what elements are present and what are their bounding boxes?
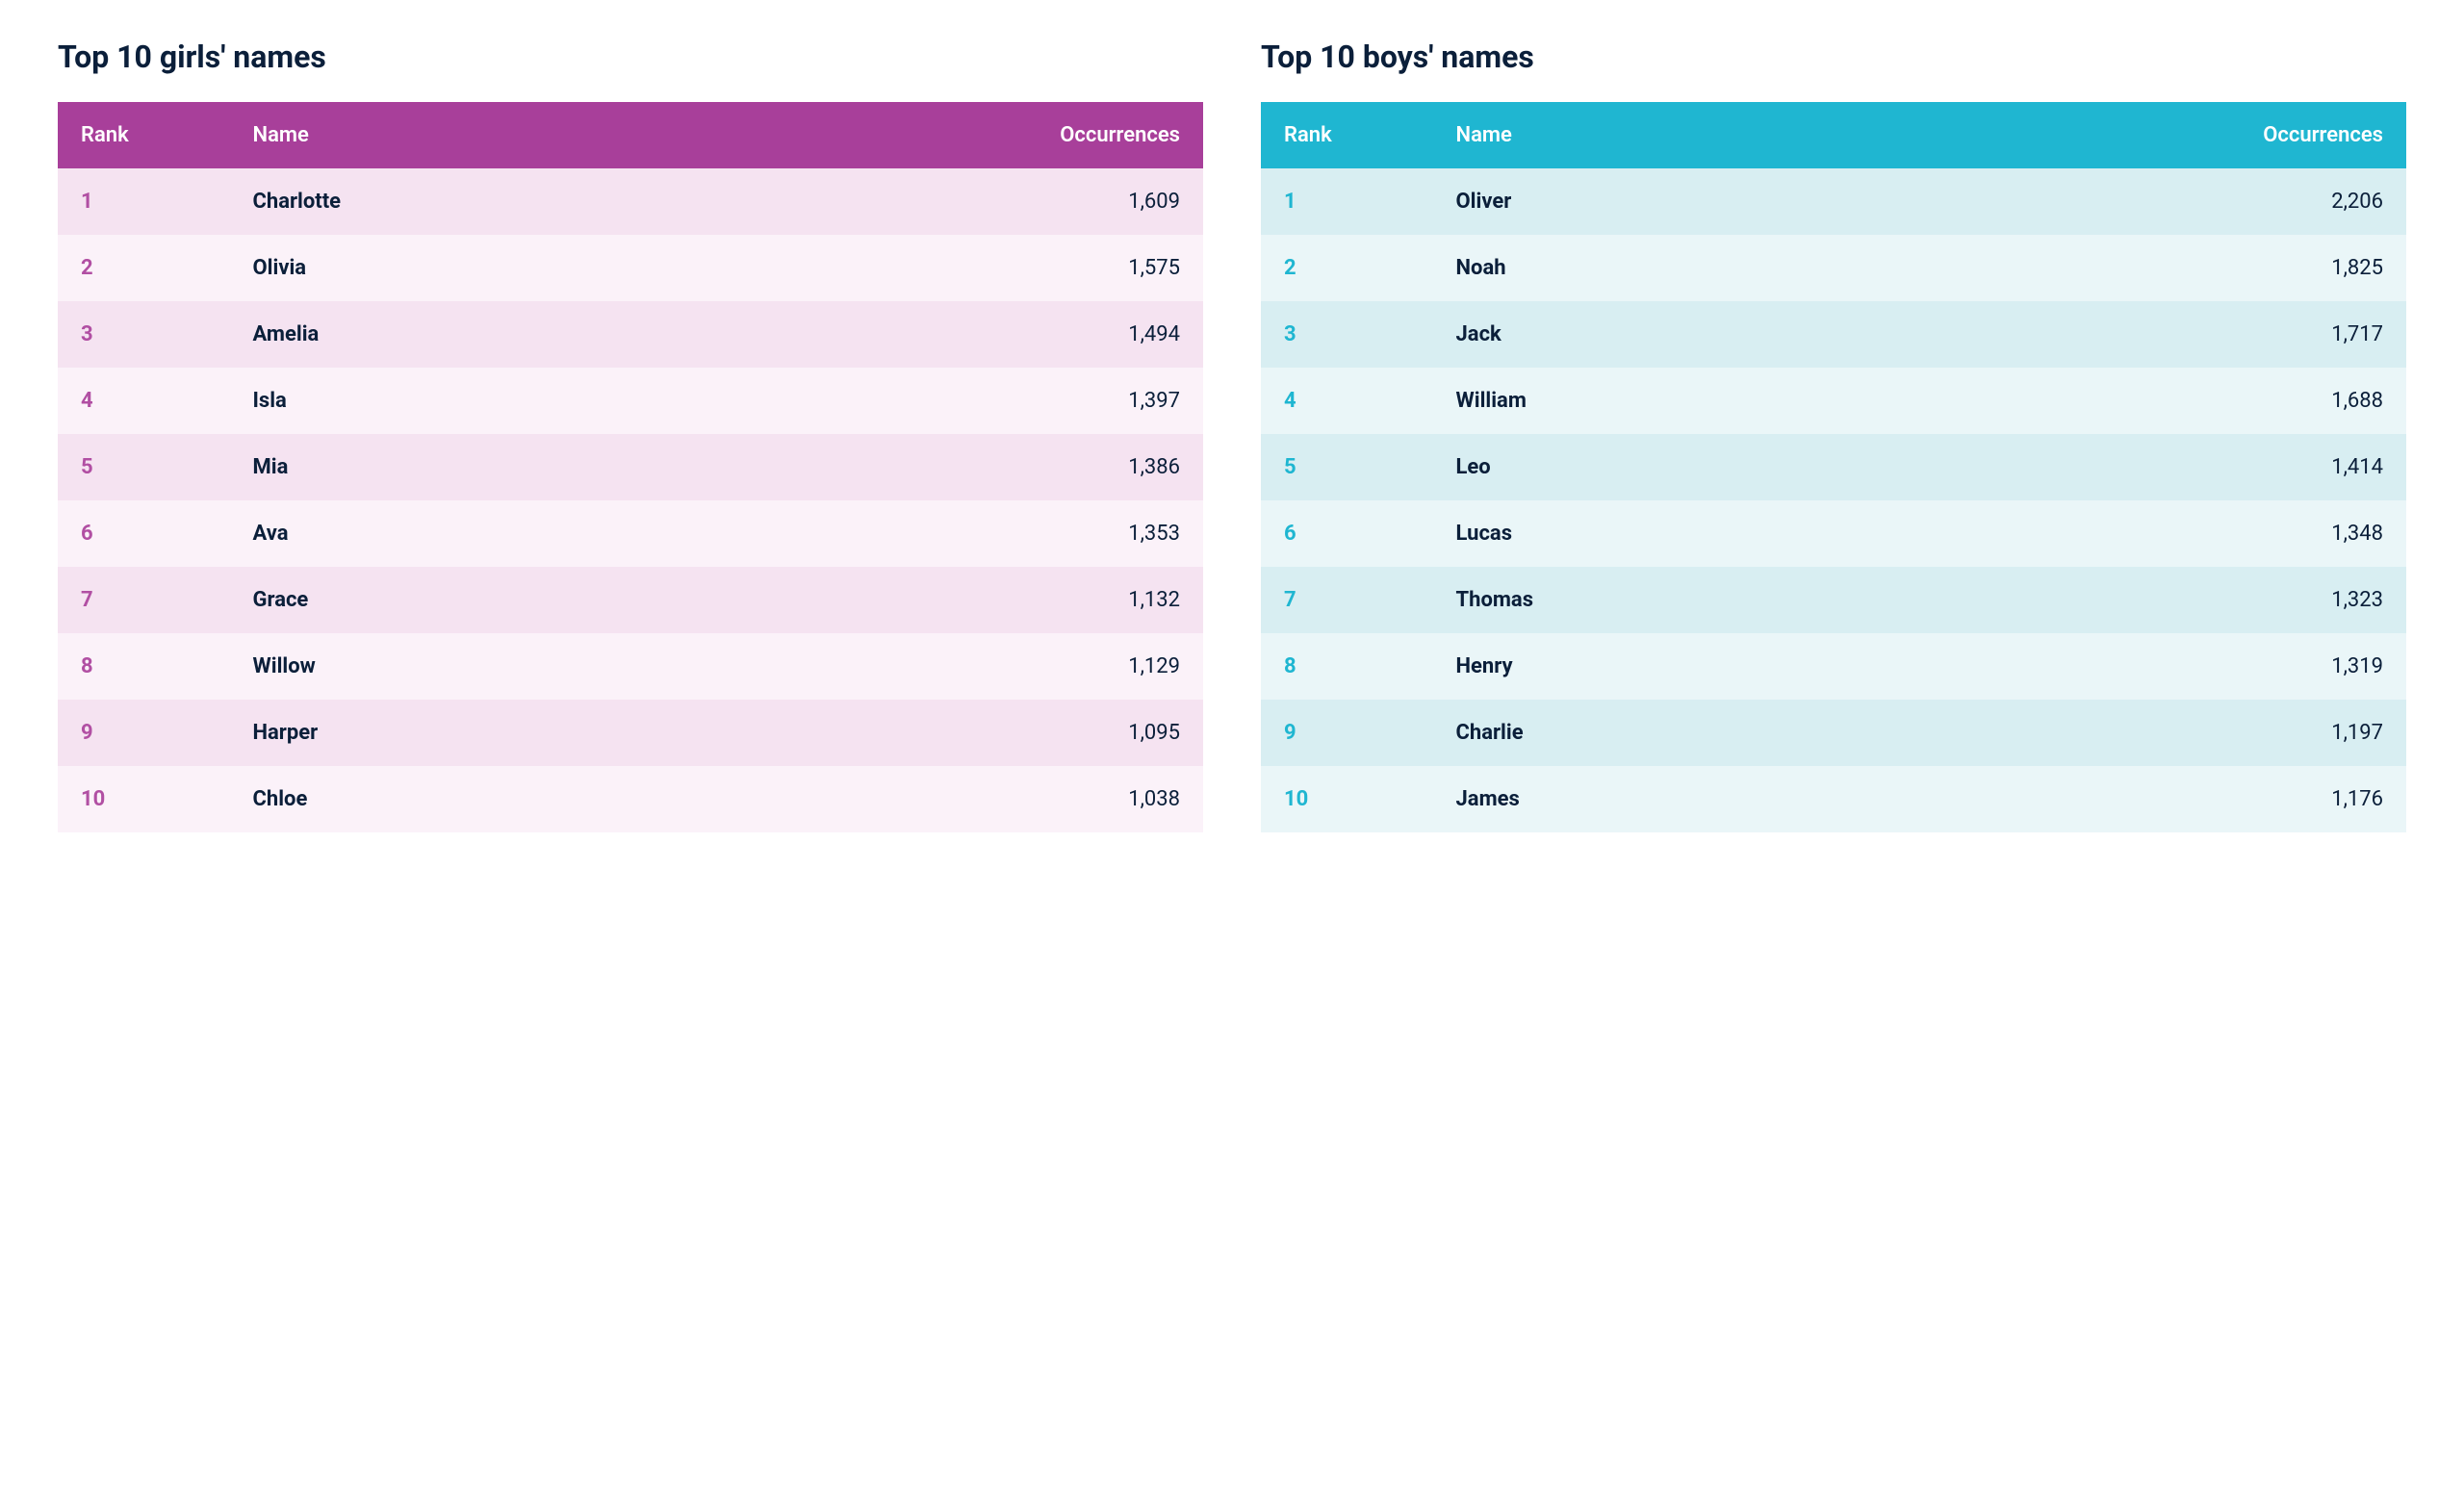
cell-occurrences: 1,414 [2063,434,2406,500]
cell-occurrences: 1,688 [2063,368,2406,434]
cell-occurrences: 1,353 [860,500,1203,567]
boys-col-name: Name [1433,102,2064,168]
cell-name: Olivia [230,235,860,301]
cell-occurrences: 1,319 [2063,633,2406,700]
table-row: 5Mia1,386 [58,434,1203,500]
cell-rank: 5 [58,434,230,500]
table-row: 10Chloe1,038 [58,766,1203,832]
cell-name: Grace [230,567,860,633]
table-row: 3Amelia1,494 [58,301,1203,368]
cell-rank: 6 [58,500,230,567]
cell-occurrences: 1,038 [860,766,1203,832]
girls-col-rank: Rank [58,102,230,168]
cell-name: Mia [230,434,860,500]
cell-rank: 1 [58,168,230,235]
cell-rank: 9 [1261,700,1433,766]
cell-name: Lucas [1433,500,2064,567]
cell-occurrences: 1,397 [860,368,1203,434]
boys-table-header: Rank Name Occurrences [1261,102,2406,168]
cell-name: Jack [1433,301,2064,368]
table-row: 7Grace1,132 [58,567,1203,633]
tables-container: Top 10 girls' names Rank Name Occurrence… [58,38,2406,832]
cell-name: Charlotte [230,168,860,235]
cell-rank: 7 [1261,567,1433,633]
table-row: 2Olivia1,575 [58,235,1203,301]
cell-occurrences: 1,575 [860,235,1203,301]
boys-col-occ: Occurrences [2063,102,2406,168]
cell-occurrences: 1,717 [2063,301,2406,368]
cell-name: Chloe [230,766,860,832]
cell-rank: 2 [1261,235,1433,301]
girls-table: Rank Name Occurrences 1Charlotte1,6092Ol… [58,102,1203,832]
cell-occurrences: 1,386 [860,434,1203,500]
girls-panel: Top 10 girls' names Rank Name Occurrence… [58,38,1203,832]
cell-name: Charlie [1433,700,2064,766]
cell-occurrences: 1,494 [860,301,1203,368]
cell-rank: 3 [58,301,230,368]
table-row: 7Thomas1,323 [1261,567,2406,633]
table-row: 8Henry1,319 [1261,633,2406,700]
cell-rank: 10 [1261,766,1433,832]
cell-occurrences: 1,095 [860,700,1203,766]
cell-rank: 9 [58,700,230,766]
cell-name: Leo [1433,434,2064,500]
table-row: 10James1,176 [1261,766,2406,832]
cell-name: Henry [1433,633,2064,700]
cell-name: Isla [230,368,860,434]
table-row: 3Jack1,717 [1261,301,2406,368]
cell-rank: 6 [1261,500,1433,567]
table-row: 9Charlie1,197 [1261,700,2406,766]
table-row: 1Charlotte1,609 [58,168,1203,235]
cell-occurrences: 1,132 [860,567,1203,633]
cell-rank: 10 [58,766,230,832]
girls-col-occ: Occurrences [860,102,1203,168]
cell-rank: 1 [1261,168,1433,235]
cell-rank: 8 [1261,633,1433,700]
boys-col-rank: Rank [1261,102,1433,168]
cell-occurrences: 1,129 [860,633,1203,700]
cell-name: Ava [230,500,860,567]
cell-rank: 2 [58,235,230,301]
table-row: 5Leo1,414 [1261,434,2406,500]
cell-name: James [1433,766,2064,832]
boys-table-body: 1Oliver2,2062Noah1,8253Jack1,7174William… [1261,168,2406,832]
boys-panel: Top 10 boys' names Rank Name Occurrences… [1261,38,2406,832]
girls-title: Top 10 girls' names [58,38,1203,75]
table-row: 6Lucas1,348 [1261,500,2406,567]
cell-rank: 8 [58,633,230,700]
girls-col-name: Name [230,102,860,168]
table-row: 2Noah1,825 [1261,235,2406,301]
cell-rank: 7 [58,567,230,633]
cell-occurrences: 1,323 [2063,567,2406,633]
cell-occurrences: 1,609 [860,168,1203,235]
table-row: 8Willow1,129 [58,633,1203,700]
cell-occurrences: 1,348 [2063,500,2406,567]
cell-name: Oliver [1433,168,2064,235]
cell-occurrences: 1,197 [2063,700,2406,766]
cell-name: Willow [230,633,860,700]
table-row: 6Ava1,353 [58,500,1203,567]
cell-occurrences: 2,206 [2063,168,2406,235]
cell-rank: 4 [58,368,230,434]
table-row: 1Oliver2,206 [1261,168,2406,235]
cell-rank: 5 [1261,434,1433,500]
cell-name: Amelia [230,301,860,368]
cell-rank: 4 [1261,368,1433,434]
cell-name: William [1433,368,2064,434]
table-row: 9Harper1,095 [58,700,1203,766]
table-row: 4Isla1,397 [58,368,1203,434]
boys-title: Top 10 boys' names [1261,38,2406,75]
cell-occurrences: 1,176 [2063,766,2406,832]
cell-rank: 3 [1261,301,1433,368]
girls-table-header: Rank Name Occurrences [58,102,1203,168]
table-row: 4William1,688 [1261,368,2406,434]
cell-name: Thomas [1433,567,2064,633]
boys-table: Rank Name Occurrences 1Oliver2,2062Noah1… [1261,102,2406,832]
cell-occurrences: 1,825 [2063,235,2406,301]
cell-name: Harper [230,700,860,766]
cell-name: Noah [1433,235,2064,301]
girls-table-body: 1Charlotte1,6092Olivia1,5753Amelia1,4944… [58,168,1203,832]
